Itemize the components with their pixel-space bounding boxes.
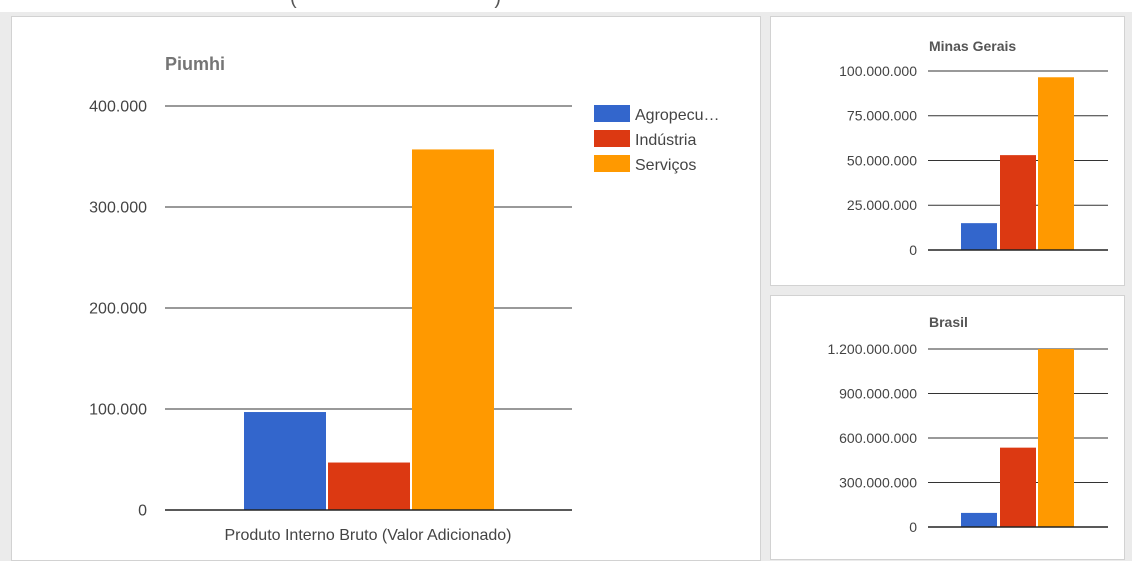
chart-title-minas: Minas Gerais [929, 38, 1016, 54]
legend-swatch-0 [594, 105, 630, 122]
y-tick-label-brasil: 1.200.000.000 [827, 341, 917, 357]
chart-panel-brasil: Brasil 0 300.000.000 600.000.000 900.000.000… [770, 295, 1125, 560]
y-tick-label-piumhi: 100.000 [89, 402, 147, 419]
bar-brasil-2 [1038, 349, 1074, 527]
y-tick-label-minas: 0 [909, 242, 917, 258]
y-tick-label-brasil: 600.000.000 [839, 430, 917, 446]
legend-label-0: Agropecu… [635, 107, 720, 124]
bar-piumhi-0 [244, 412, 326, 510]
y-tick-label-brasil: 900.000.000 [839, 385, 917, 401]
bar-brasil-1 [1000, 447, 1036, 527]
y-tick-label-brasil: 0 [909, 519, 917, 535]
y-tick-label-minas: 75.000.000 [847, 108, 917, 124]
legend-swatch-2 [594, 155, 630, 172]
cropped-heading: ( ) [290, 0, 502, 10]
chart-title-piumhi: Piumhi [165, 54, 225, 74]
bar-brasil-0 [961, 512, 997, 527]
chart-minas-gerais: Minas Gerais 0 25.000.000 50.000.000 75.000.… [839, 38, 1108, 258]
y-tick-label-piumhi: 0 [138, 503, 147, 520]
chart-panel-minas-gerais: Minas Gerais 0 25.000.000 50.000.000 75.000.… [770, 16, 1125, 286]
bar-piumhi-2 [412, 149, 494, 510]
legend-label-1: Indústria [635, 132, 696, 149]
y-tick-label-minas: 100.000.000 [839, 63, 917, 79]
bar-piumhi-1 [328, 462, 410, 510]
chart-brasil: Brasil 0 300.000.000 600.000.000 900.000.000… [827, 314, 1108, 535]
legend-label-2: Serviços [635, 157, 696, 174]
y-tick-label-minas: 25.000.000 [847, 197, 917, 213]
header-strip: ( ) [0, 0, 1132, 12]
bar-minas-0 [961, 223, 997, 250]
chart-title-brasil: Brasil [929, 314, 968, 330]
legend-swatch-1 [594, 130, 630, 147]
y-tick-label-piumhi: 400.000 [89, 99, 147, 116]
y-tick-label-piumhi: 200.000 [89, 301, 147, 318]
y-tick-label-minas: 50.000.000 [847, 152, 917, 168]
bar-minas-1 [1000, 155, 1036, 250]
chart-panel-piumhi: Piumhi 0 100.000 200.000 300.000 400.000 Produ… [11, 16, 761, 561]
chart-piumhi: Piumhi 0 100.000 200.000 300.000 400.000 Produ… [89, 54, 720, 544]
x-category-label-piumhi: Produto Interno Bruto (Valor Adicionado) [225, 527, 512, 544]
y-tick-label-piumhi: 300.000 [89, 200, 147, 217]
bar-minas-2 [1038, 77, 1074, 250]
y-tick-label-brasil: 300.000.000 [839, 474, 917, 490]
